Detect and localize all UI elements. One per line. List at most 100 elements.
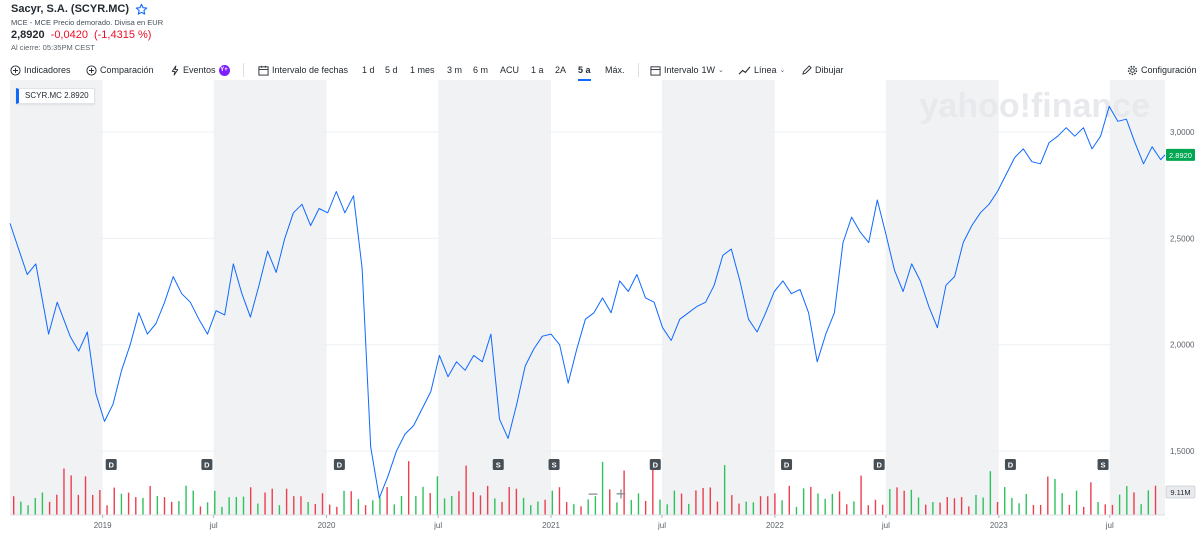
volume-bar (551, 490, 553, 515)
volume-bar (781, 500, 783, 515)
volume-bar (214, 490, 216, 515)
range-5d[interactable]: 5 d (385, 65, 398, 75)
volume-bar (501, 501, 503, 515)
volume-bar (486, 485, 489, 515)
volume-bar (731, 495, 733, 515)
range-1d[interactable]: 1 d (362, 65, 375, 75)
volume-bar (415, 496, 417, 515)
x-tick-label: jul (1105, 521, 1114, 530)
period-shade (438, 80, 552, 515)
volume-bar (637, 493, 640, 515)
line-type-dropdown[interactable]: Línea ⌄ (738, 62, 785, 78)
volume-bar (558, 487, 561, 515)
volume-bar (573, 504, 575, 515)
volume-bar (135, 497, 137, 515)
period-shade (885, 80, 999, 515)
toolbar-divider (638, 63, 639, 77)
x-tick-label: jul (433, 521, 442, 530)
event-marker-label: D (784, 461, 790, 470)
volume-bar (630, 499, 632, 515)
settings-button[interactable]: Configuración (1127, 62, 1197, 78)
volume-bar (659, 499, 661, 515)
volume-bar (939, 502, 941, 515)
event-marker (649, 459, 661, 470)
star-icon[interactable] (135, 3, 148, 16)
volume-bar (874, 499, 877, 515)
range-6m[interactable]: 6 m (473, 65, 489, 75)
volume-bar (1054, 478, 1056, 515)
volume-bar (1090, 482, 1092, 515)
period-shade (662, 80, 775, 515)
event-marker-label: D (337, 461, 343, 470)
date-range-button[interactable]: Intervalo de fechas (258, 62, 348, 78)
range-2y[interactable]: 2A (555, 65, 567, 75)
volume-bar (695, 490, 697, 515)
volume-bar (70, 475, 72, 515)
volume-bar (702, 487, 704, 515)
period-shade (1109, 80, 1165, 515)
volume-bar (946, 497, 948, 515)
range-1m[interactable]: 1 mes (410, 65, 435, 75)
volume-bar (1097, 502, 1099, 515)
add-circle-icon (10, 64, 21, 76)
volume-bar (336, 506, 338, 515)
volume-label: 9.11M (1170, 488, 1190, 497)
settings-label: Configuración (1141, 65, 1197, 75)
x-tick-label: jul (209, 521, 218, 530)
zoom-out-icon[interactable]: − (588, 484, 599, 504)
volume-bar (393, 504, 396, 515)
draw-button[interactable]: Dibujar (801, 62, 844, 78)
period-shade (10, 80, 103, 515)
volume-bar (1118, 494, 1121, 515)
volume-bar (652, 461, 654, 515)
comparison-button[interactable]: Comparación (86, 62, 154, 78)
volume-bar (357, 499, 360, 515)
event-marker (548, 459, 560, 470)
range-ytd[interactable]: ACU (500, 65, 520, 75)
volume-bar (99, 489, 101, 515)
volume-bar (975, 494, 977, 515)
volume-bar (817, 493, 819, 515)
event-marker (1004, 459, 1016, 470)
volume-bar (853, 501, 855, 515)
volume-bar (903, 490, 905, 515)
event-marker-label: D (108, 461, 114, 470)
interval-dropdown[interactable]: Intervalo 1W ⌄ (650, 62, 724, 78)
events-button[interactable]: Eventos Y+ (170, 62, 230, 78)
volume-bar (264, 492, 266, 515)
range-max[interactable]: Máx. (605, 65, 625, 75)
volume-bar (1104, 504, 1106, 515)
volume-bar (149, 485, 151, 515)
calendar-icon (258, 65, 269, 76)
volume-bar (860, 475, 862, 515)
indicators-button[interactable]: Indicadores (10, 62, 71, 78)
event-marker (873, 459, 885, 470)
range-1y[interactable]: 1 a (531, 65, 544, 75)
price-chart[interactable]: 1,5000 2,0000 2,5000 3,0000 yahoo!finance 201… (0, 80, 1200, 543)
events-label: Eventos (183, 65, 216, 75)
zoom-in-icon[interactable]: + (616, 484, 627, 504)
series-legend-chip[interactable]: SCYR.MC 2.8920 (16, 88, 95, 104)
pencil-icon (801, 64, 812, 76)
volume-bar (738, 503, 740, 515)
add-circle-icon (86, 64, 97, 76)
toolbar-divider (243, 63, 244, 77)
volume-bar (846, 504, 848, 515)
volume-bar (1047, 476, 1049, 515)
event-marker-label: D (876, 461, 882, 470)
range-3m[interactable]: 3 m (447, 65, 463, 75)
volume-bar (257, 503, 259, 515)
volume-bar (77, 494, 80, 515)
volume-bar (1025, 494, 1027, 515)
quote-header: Sacyr, S.A. (SCYR.MC) MCE - MCE Precio d… (11, 2, 163, 52)
volume-bar (472, 492, 474, 515)
volume-bar (479, 495, 482, 515)
current-price: 2,8920 (11, 29, 45, 41)
volume-bar (774, 493, 776, 515)
volume-bar (386, 487, 388, 515)
quote-exchange-info: MCE - MCE Precio demorado. Divisa en EUR (11, 18, 164, 27)
range-5y[interactable]: 5 a (578, 62, 591, 81)
volume-tag (1165, 485, 1196, 499)
volume-bar (221, 506, 223, 515)
volume-bar (142, 497, 144, 515)
